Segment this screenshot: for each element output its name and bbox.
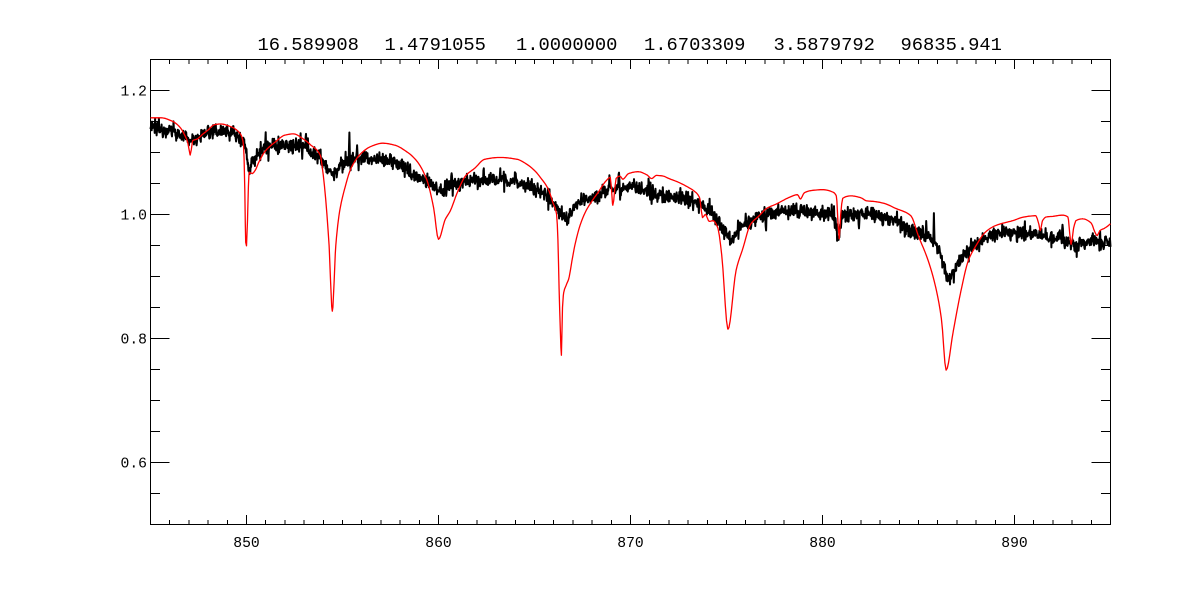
svg-text:860: 860 (425, 536, 451, 552)
svg-text:880: 880 (809, 536, 835, 552)
svg-text:0.8: 0.8 (121, 332, 147, 348)
svg-text:850: 850 (233, 536, 259, 552)
svg-text:870: 870 (617, 536, 643, 552)
svg-text:1.2: 1.2 (121, 84, 147, 100)
svg-text:0.6: 0.6 (121, 456, 147, 472)
svg-text:1.0: 1.0 (121, 208, 147, 224)
svg-text:1.0000000: 1.0000000 (516, 34, 617, 56)
svg-text:16.589908: 16.589908 (258, 34, 359, 56)
svg-text:3.5879792: 3.5879792 (774, 34, 875, 56)
svg-text:1.6703309: 1.6703309 (644, 34, 745, 56)
svg-text:890: 890 (1001, 536, 1027, 552)
svg-text:1.4791055: 1.4791055 (385, 34, 486, 56)
svg-text:96835.941: 96835.941 (901, 34, 1002, 56)
